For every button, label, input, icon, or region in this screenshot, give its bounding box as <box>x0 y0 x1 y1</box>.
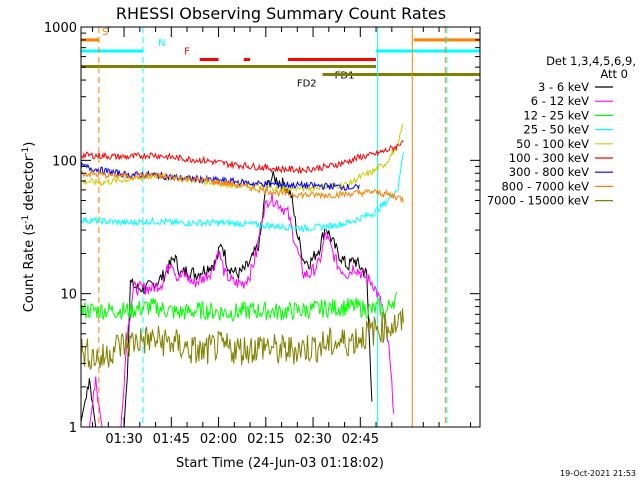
legend-header-detectors: Det 1,3,4,5,6,9, <box>546 54 636 68</box>
x-tick-label: 01:30 <box>105 432 142 447</box>
series-line-6-12-kev <box>88 192 395 428</box>
flag-label-s: S <box>102 27 108 38</box>
series-line-50-100-kev <box>80 124 404 193</box>
y-tick-label: 100 <box>52 154 77 169</box>
series-line-800-7000-kev <box>80 169 404 204</box>
flag-label-f: F <box>184 47 190 58</box>
y-tick-label: 1 <box>69 421 77 436</box>
y-tick-label: 1000 <box>44 21 77 36</box>
y-label-close: ) <box>22 142 37 147</box>
legend-entry-label: 800 - 7000 keV <box>501 179 589 193</box>
legend-entry-label: 25 - 50 keV <box>523 123 589 137</box>
flag-label-n: N <box>158 38 165 49</box>
y-label-detector: detector <box>22 155 37 215</box>
plot-frame <box>80 26 481 428</box>
flag-label-fd1: FD1 <box>335 71 355 82</box>
legend-entry-label: 7000 - 15000 keV <box>487 194 589 208</box>
series-line-7000-15000-kev <box>80 308 404 370</box>
legend-entry-label: 3 - 6 keV <box>538 80 589 94</box>
vertical-markers <box>98 27 448 427</box>
y-axis-label: Count Rate (s-1 detector-1) <box>21 142 37 313</box>
y-axis-ticks: 1 10 100 1000 <box>44 21 480 436</box>
x-axis-label: Start Time (24-Jun-03 01:18:02) <box>176 456 384 471</box>
x-tick-label: 02:30 <box>294 432 331 447</box>
observing-flag-bars: S N F FD1 FD2 <box>81 27 480 90</box>
chart-title: RHESSI Observing Summary Count Rates <box>116 4 446 23</box>
x-tick-label: 02:45 <box>342 432 379 447</box>
legend-entry-label: 12 - 25 keV <box>523 108 589 122</box>
footer-timestamp: 19-Oct-2021 21:53 <box>560 469 636 478</box>
series-line-3-6-kev <box>80 171 373 428</box>
legend-entry-label: 100 - 300 keV <box>509 151 589 165</box>
flag-label-fd2: FD2 <box>297 79 317 90</box>
series-line-100-300-kev <box>80 140 404 175</box>
y-label-prefix: Count Rate (s <box>22 224 37 313</box>
series-line-12-25-kev <box>80 291 398 323</box>
x-axis-ticks: 01:30 01:45 02:00 02:15 02:30 02:45 <box>92 27 472 447</box>
x-tick-label: 01:45 <box>153 432 190 447</box>
legend-entry-label: 50 - 100 keV <box>516 137 589 151</box>
legend-header-attenuator: Att 0 <box>600 67 628 81</box>
series-line-25-50-kev <box>80 152 404 233</box>
legend-entry-label: 6 - 12 keV <box>531 94 589 108</box>
legend-entry-label: 300 - 800 keV <box>509 165 589 179</box>
x-tick-label: 02:00 <box>200 432 237 447</box>
y-label-exponent: -1 <box>21 215 31 224</box>
y-label-exponent-2: -1 <box>21 147 31 156</box>
series-lines <box>80 124 404 428</box>
x-tick-label: 02:15 <box>247 432 284 447</box>
y-tick-label: 10 <box>60 288 77 303</box>
